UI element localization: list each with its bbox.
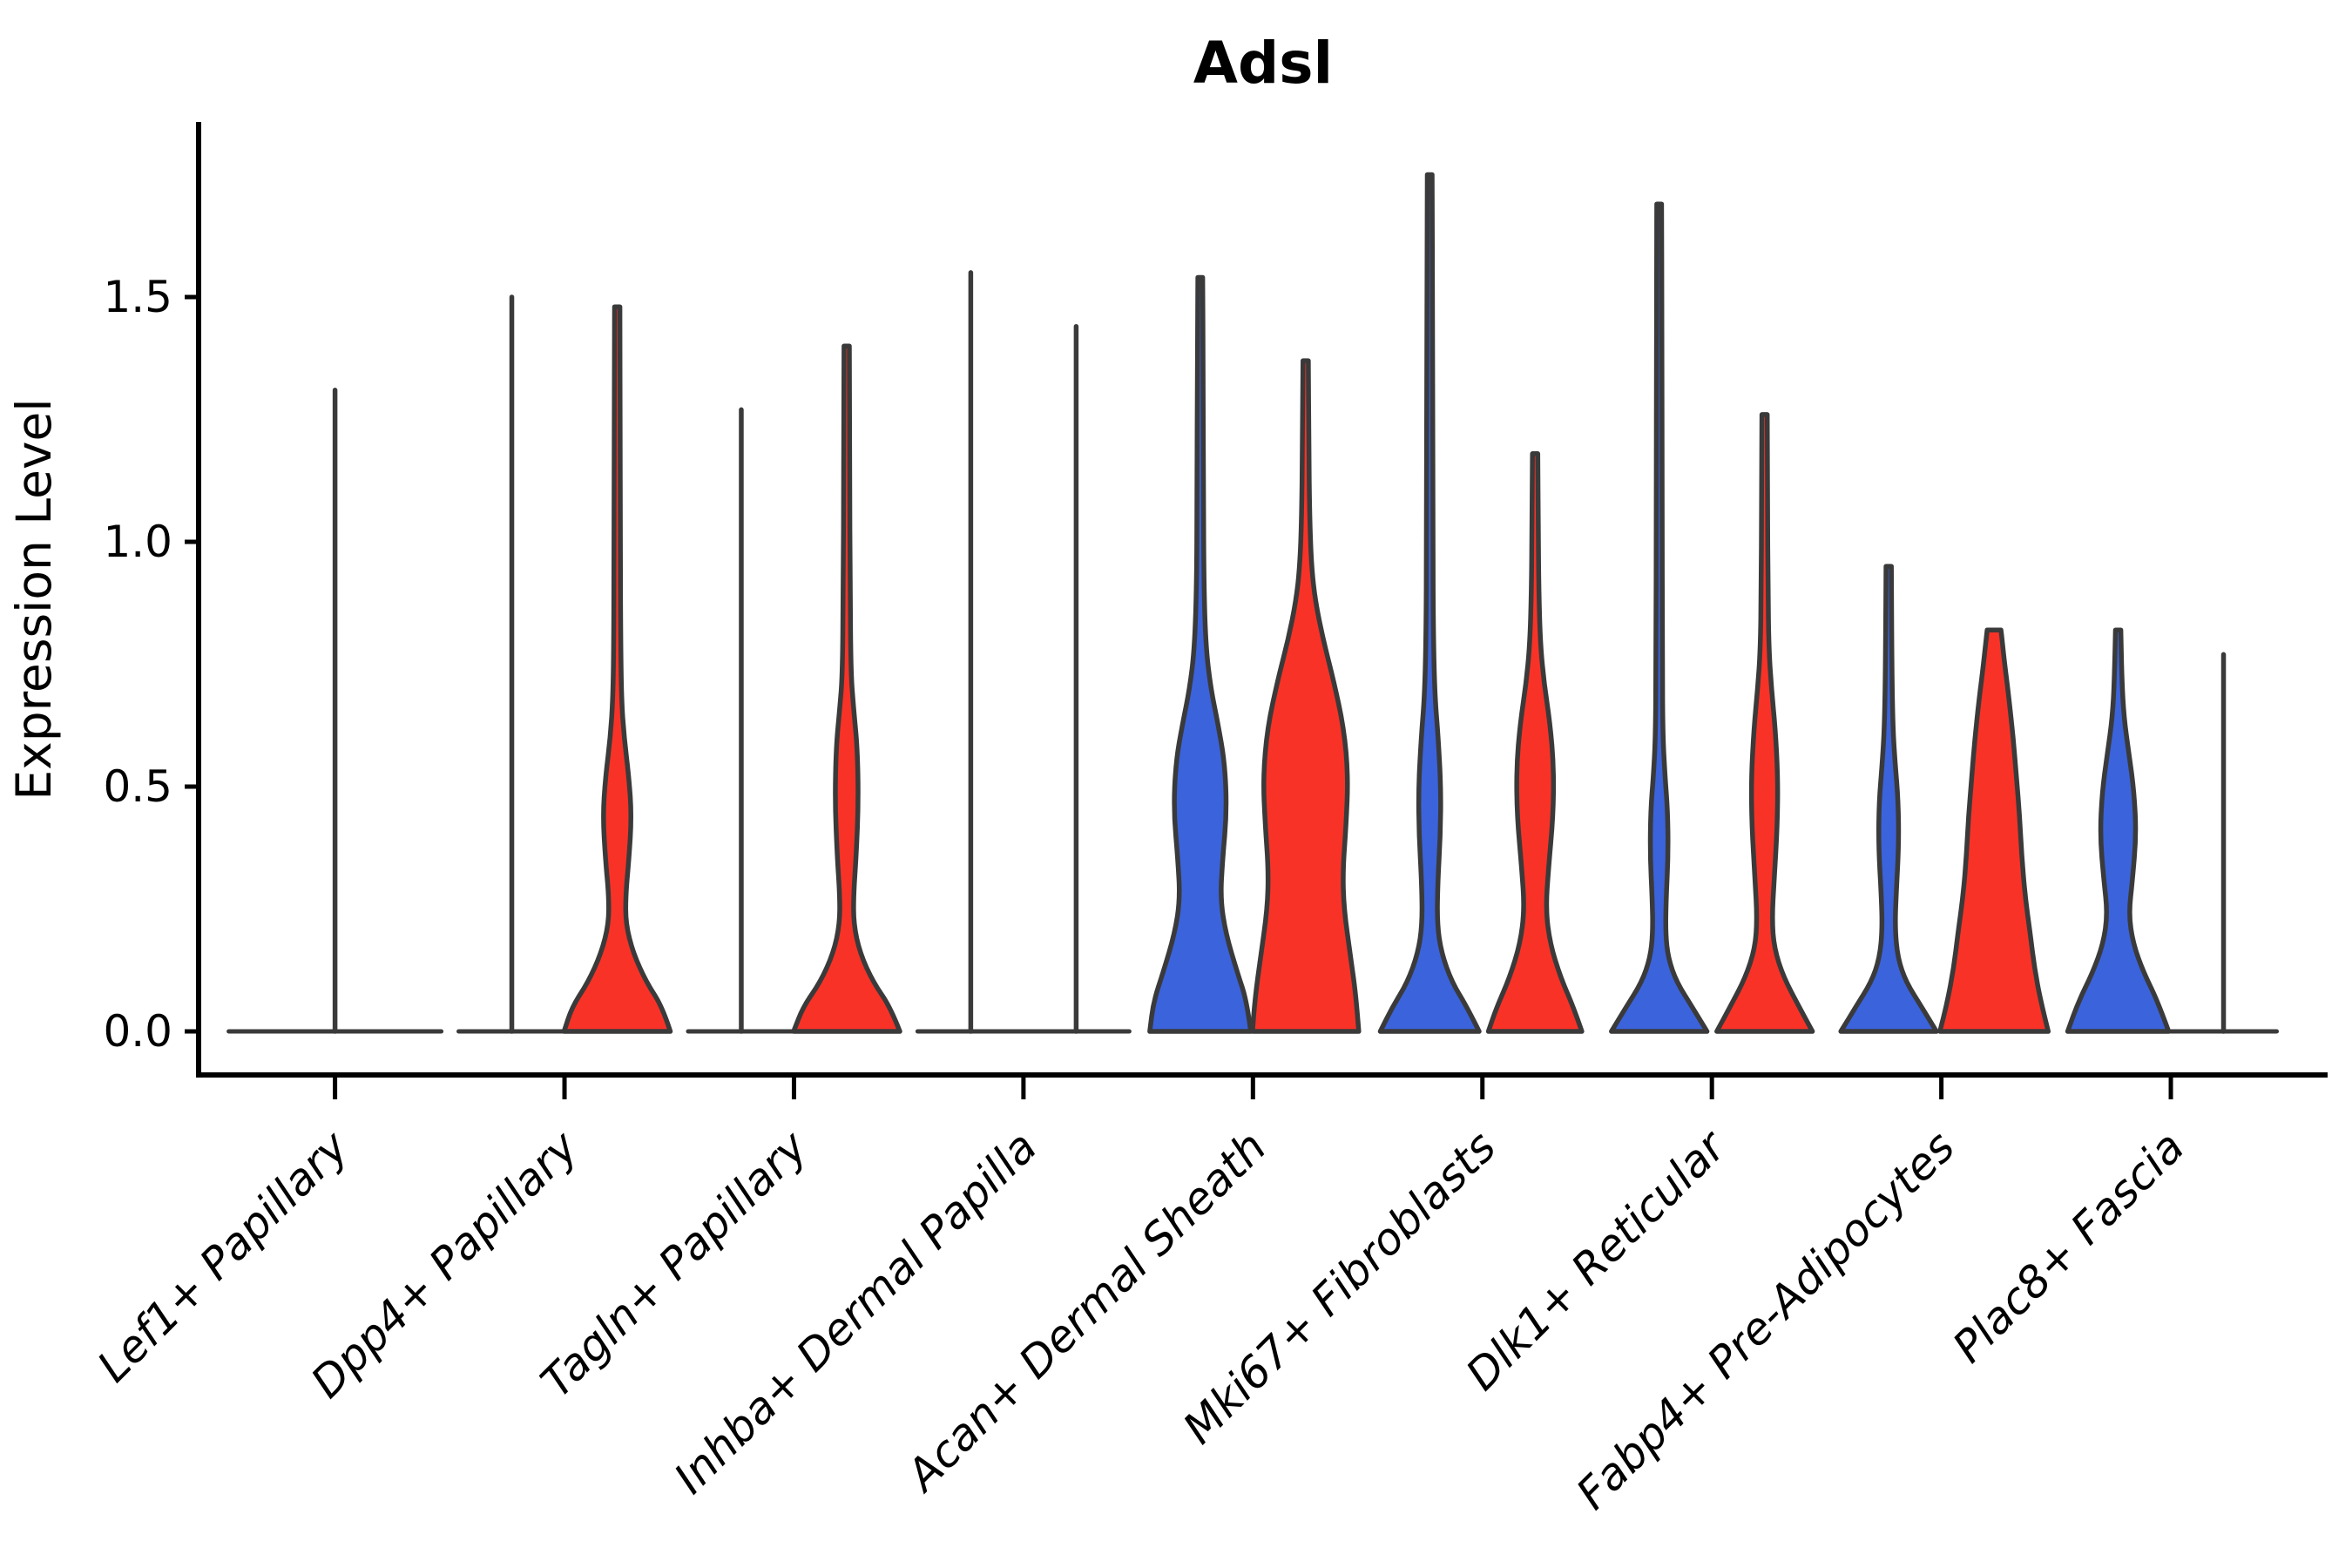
- violin-6-blue: [1377, 172, 1482, 1034]
- violin-8-red: [1937, 627, 2051, 1034]
- violin-3-red: [791, 343, 902, 1034]
- y-axis-label: Expression Level: [6, 398, 62, 800]
- axes-layer: [185, 122, 2328, 1099]
- violin-2-red: [561, 304, 673, 1034]
- violin-5-blue: [1147, 274, 1254, 1034]
- violin-6-red: [1485, 451, 1585, 1034]
- y-tick-label: 1.0: [103, 517, 172, 567]
- violin-8-blue: [1838, 564, 1939, 1034]
- violin-7-blue: [1609, 201, 1710, 1034]
- y-tick-label: 1.5: [103, 272, 172, 322]
- violin-9-blue: [2065, 627, 2172, 1034]
- violin-7-red: [1714, 412, 1815, 1034]
- violin-5-red: [1250, 358, 1362, 1034]
- violins-layer: [226, 172, 2280, 1034]
- y-tick-label: 0.5: [103, 761, 172, 812]
- chart-title: Adsl: [1193, 30, 1333, 97]
- y-tick-label: 0.0: [103, 1006, 172, 1057]
